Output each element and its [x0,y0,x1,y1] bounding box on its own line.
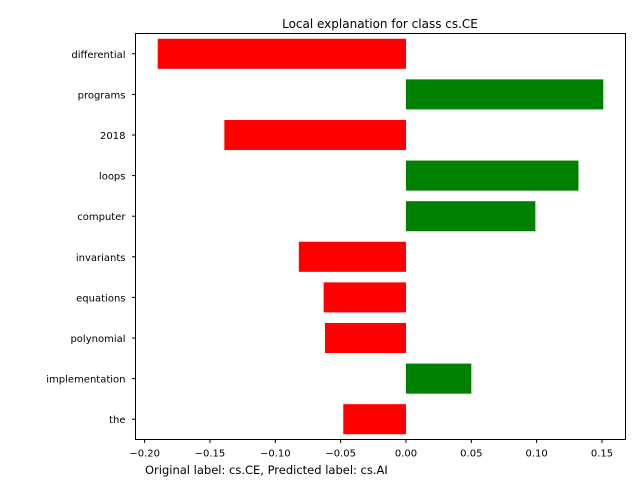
x-tick-label: 0.00 [395,449,417,460]
bar-2018 [224,119,406,151]
y-tick-label: programs [78,90,126,101]
bar-differential [157,38,406,69]
plot-frame [135,33,626,440]
x-tick-label: −0.10 [260,449,291,460]
x-tick-label: −0.20 [129,449,160,460]
y-tick-label: computer [77,212,126,223]
bar-polynomial [324,322,406,354]
y-tick-label: loops [99,172,126,183]
y-tick-label: 2018 [100,131,125,142]
bars-group [157,38,604,435]
y-tick-label: implementation [46,375,125,386]
bar-programs [405,79,604,110]
y-tick-label: equations [76,293,125,304]
y-tick-label: invariants [76,253,126,264]
y-tick-label: the [109,415,125,426]
caption: Original label: cs.CE, Predicted label: … [145,463,388,477]
bar-loops [405,160,579,191]
bar-computer [405,201,536,232]
y-axis: differential programs 2018 loops computer inv… [46,50,136,426]
x-tick-label: −0.05 [325,449,356,460]
x-axis: −0.20 −0.15 −0.10 −0.05 0.00 0.05 0.10 0.15 [129,439,613,460]
x-tick-label: 0.05 [460,449,482,460]
x-tick-label: −0.15 [195,449,226,460]
bar-invariants [298,241,406,272]
x-tick-label: 0.10 [526,449,548,460]
bar-implementation [405,363,472,394]
chart-title: Local explanation for class cs.CE [282,17,478,31]
y-tick-label: differential [71,50,125,61]
bar-the [343,404,406,435]
x-tick-label: 0.15 [591,449,613,460]
y-tick-label: polynomial [70,334,125,345]
bar-equations [323,282,406,313]
